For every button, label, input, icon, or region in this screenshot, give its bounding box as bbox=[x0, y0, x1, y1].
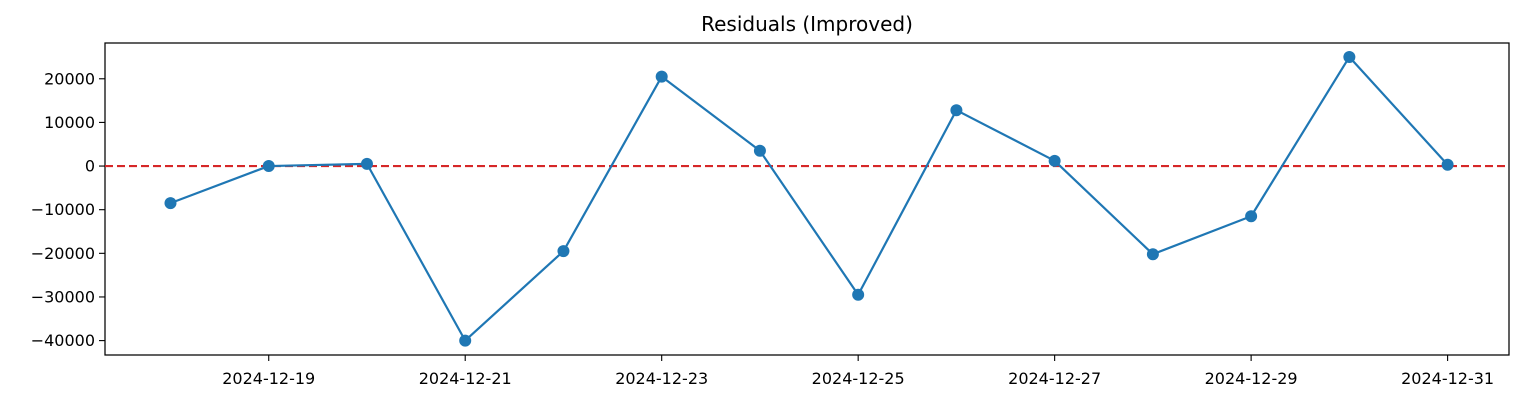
y-tick-label: −20000 bbox=[31, 244, 95, 263]
y-tick-label: 20000 bbox=[44, 69, 95, 88]
residual-point bbox=[852, 288, 865, 301]
x-axis: 2024-12-19 2024-12-21 2024-12-23 2024-12-25… bbox=[222, 355, 1494, 388]
plot-area-frame bbox=[104, 42, 1510, 356]
y-axis: 20000 10000 0 −10000 −20000 −30000 −40000 bbox=[31, 69, 105, 350]
residual-point bbox=[1146, 248, 1159, 261]
residual-point bbox=[262, 160, 275, 173]
y-tick-label: −30000 bbox=[31, 287, 95, 306]
residual-point bbox=[1343, 50, 1356, 63]
residual-point bbox=[459, 334, 472, 347]
residual-point bbox=[557, 245, 570, 258]
residual-point bbox=[950, 104, 963, 117]
x-tick-label: 2024-12-31 bbox=[1401, 369, 1494, 388]
y-tick-label: −10000 bbox=[31, 200, 95, 219]
residual-point bbox=[360, 157, 373, 170]
residual-point bbox=[1245, 210, 1258, 223]
x-tick-label: 2024-12-27 bbox=[1008, 369, 1101, 388]
residual-point bbox=[753, 144, 766, 157]
chart-title: Residuals (Improved) bbox=[701, 12, 913, 36]
residual-point bbox=[164, 197, 177, 210]
residual-point bbox=[1441, 158, 1454, 171]
x-tick-label: 2024-12-19 bbox=[222, 369, 315, 388]
y-tick-label: 0 bbox=[85, 157, 95, 176]
y-tick-label: −40000 bbox=[31, 331, 95, 350]
residual-point bbox=[655, 70, 668, 83]
x-tick-label: 2024-12-21 bbox=[419, 369, 512, 388]
residual-point bbox=[1048, 154, 1061, 167]
residual-series-line bbox=[170, 55, 1449, 342]
y-tick-label: 10000 bbox=[44, 113, 95, 132]
x-tick-label: 2024-12-23 bbox=[615, 369, 708, 388]
series-layer bbox=[164, 50, 1454, 347]
x-tick-label: 2024-12-29 bbox=[1205, 369, 1298, 388]
x-tick-label: 2024-12-25 bbox=[812, 369, 905, 388]
